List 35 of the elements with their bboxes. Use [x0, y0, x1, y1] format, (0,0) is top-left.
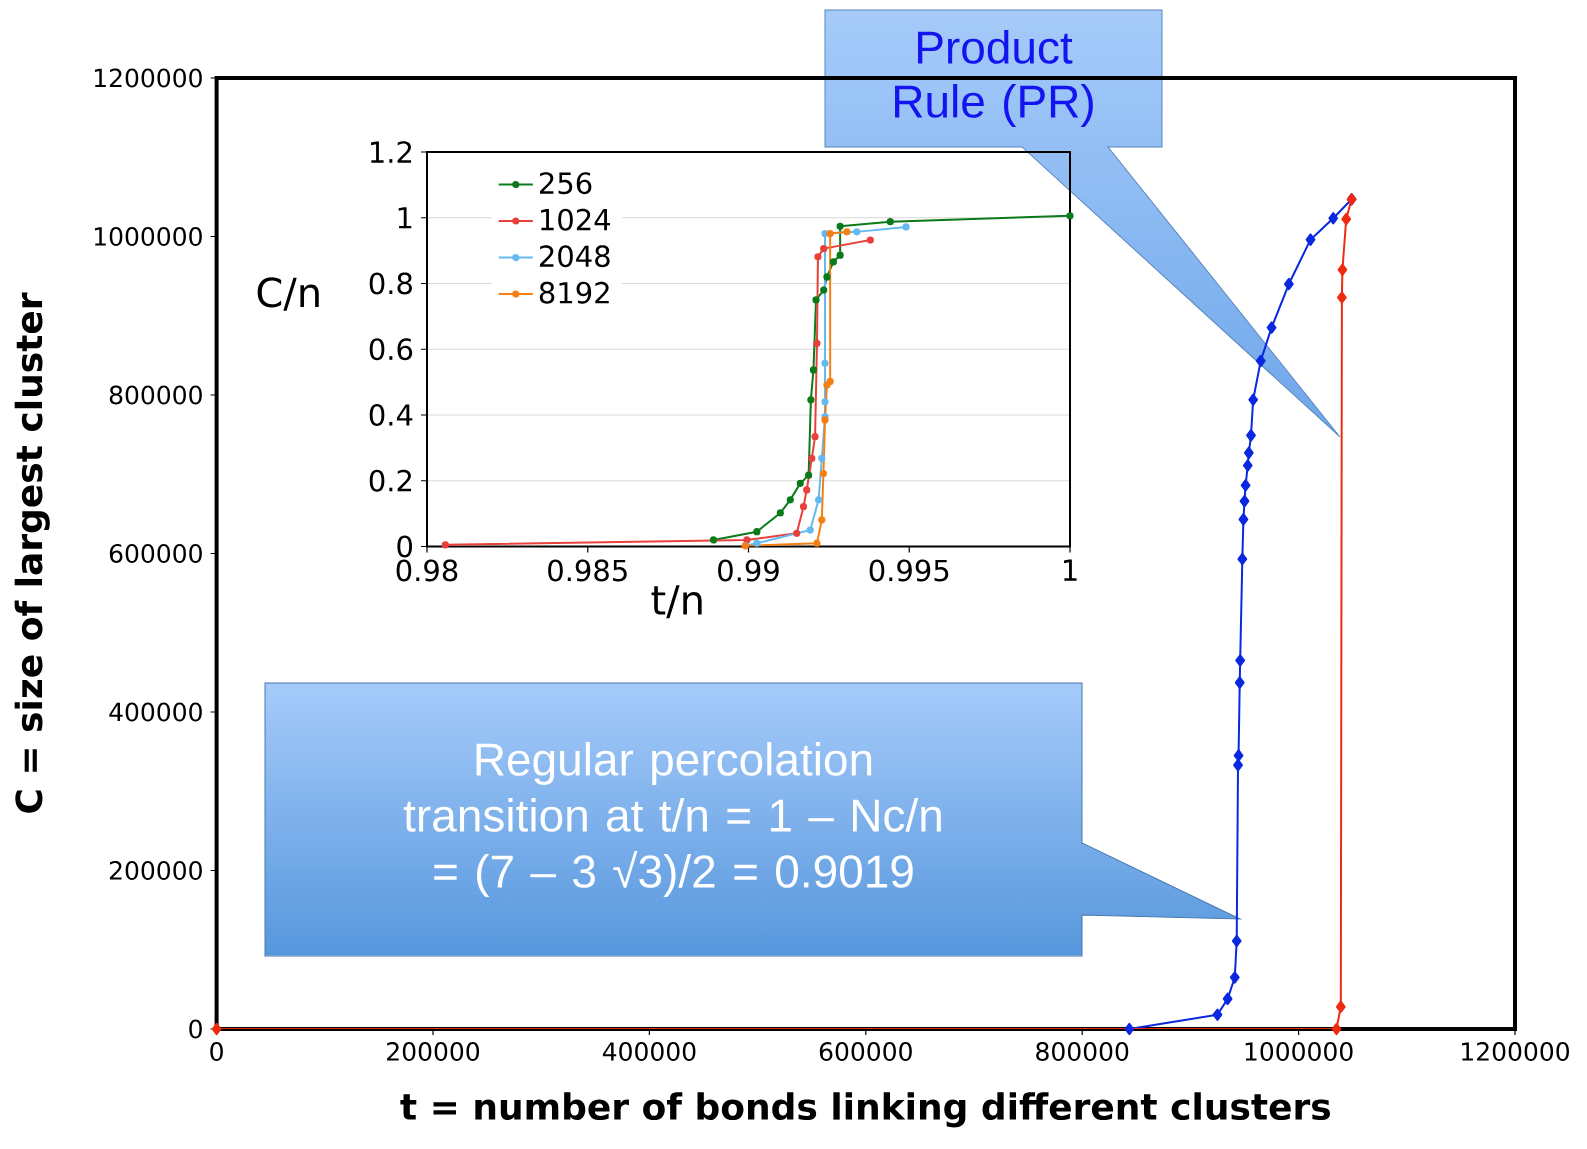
y-tick-label: 0 — [397, 535, 413, 558]
legend-label: 8192 — [539, 281, 609, 304]
y-tick-label: 1 — [398, 207, 412, 229]
y-tick-label: 600000 — [109, 544, 202, 563]
x-tick-label: 1000000 — [1245, 1042, 1353, 1061]
x-tick-label: 0.98 — [396, 559, 458, 582]
x-tick-label: 800000 — [1036, 1042, 1129, 1061]
y-tick-label: 800000 — [109, 385, 202, 405]
y-tick-label: 400000 — [109, 702, 202, 722]
y-tick-label: 1.2 — [371, 141, 412, 163]
legend-label: 2048 — [539, 245, 610, 268]
x-axis-title: t/n — [651, 585, 702, 619]
x-tick-label: 0 — [210, 1042, 223, 1061]
x-tick-label: 1 — [1063, 559, 1077, 581]
x-axis-title: t = number of bonds linking different clusters — [400, 1092, 1330, 1128]
y-tick-label: 0.4 — [369, 403, 413, 426]
y-tick-label: 0.6 — [369, 338, 413, 361]
y-tick-label: 0.8 — [369, 272, 412, 295]
legend-label: 1024 — [541, 208, 611, 231]
y-axis-title: C/n — [257, 277, 319, 311]
x-tick-label: 400000 — [602, 1042, 696, 1061]
y-tick-label: 0.2 — [369, 469, 412, 492]
x-tick-label: 0.995 — [869, 559, 949, 582]
y-tick-label: 1000000 — [94, 227, 202, 246]
x-tick-label: 0.99 — [718, 559, 779, 582]
annotation: Product Rule (PR) — [895, 30, 1093, 127]
y-tick-label: 0 — [189, 1019, 202, 1039]
annotation: Regular percolation transition at t/n = 1 – Nc/n = (7 – 3 √3)/2 = 0.9019 — [403, 742, 941, 897]
y-tick-label: 1200000 — [94, 68, 202, 88]
x-tick-label: 1200000 — [1462, 1042, 1569, 1061]
y-axis-title: C = size of largest cluster — [14, 292, 50, 813]
y-tick-label: 200000 — [109, 861, 202, 880]
x-tick-label: 600000 — [819, 1042, 912, 1061]
legend-label: 256 — [539, 172, 592, 195]
x-tick-label: 0.985 — [548, 559, 627, 582]
